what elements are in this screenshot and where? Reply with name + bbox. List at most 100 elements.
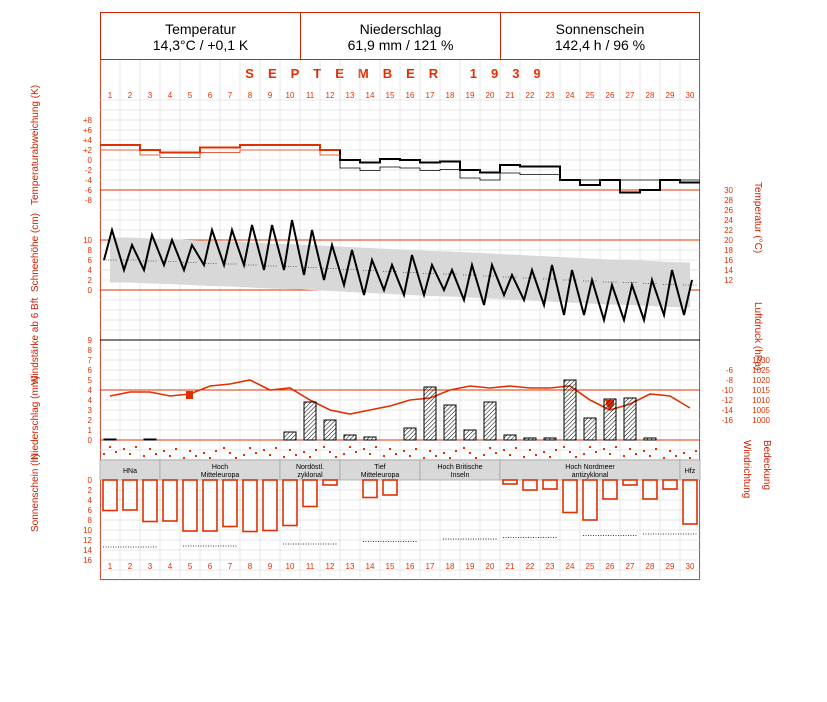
snow-tick: 2 bbox=[88, 276, 93, 285]
wind-dir-dot bbox=[223, 447, 225, 449]
day-label-top: 3 bbox=[148, 91, 153, 100]
wind-dir-dot bbox=[415, 448, 417, 450]
wind-dir-dot bbox=[323, 446, 325, 448]
day-label-top: 22 bbox=[526, 91, 535, 100]
wind-tick: 8 bbox=[88, 346, 93, 355]
day-label-top: 24 bbox=[566, 91, 575, 100]
day-label-bottom: 19 bbox=[466, 562, 475, 571]
day-label-top: 25 bbox=[586, 91, 595, 100]
sunshine-bar bbox=[242, 479, 258, 533]
sunshine-bar bbox=[162, 479, 178, 522]
day-label-top: 27 bbox=[626, 91, 635, 100]
temperature-tick: 24 bbox=[724, 216, 733, 225]
precipitation-bar bbox=[143, 438, 157, 441]
precipitation-bar bbox=[523, 437, 537, 441]
daily-temperature-line bbox=[103, 219, 693, 324]
day-label-bottom: 15 bbox=[386, 562, 395, 571]
precipitation-bar bbox=[103, 438, 117, 441]
precipitation-bar bbox=[543, 437, 557, 441]
wind-dir-dot bbox=[349, 446, 351, 448]
wind-dir-dot bbox=[483, 454, 485, 456]
precipitation-bar bbox=[283, 431, 297, 441]
wind-dir-dot bbox=[309, 456, 311, 458]
wind-tick: 9 bbox=[88, 336, 93, 345]
day-label-top: 6 bbox=[208, 91, 213, 100]
wind-dir-dot bbox=[289, 449, 291, 451]
header-precipitation-value: 61,9 mm / 121 % bbox=[347, 37, 454, 53]
sunshine-bar bbox=[562, 479, 578, 514]
day-label-bottom: 28 bbox=[646, 562, 655, 571]
day-label-bottom: 5 bbox=[188, 562, 193, 571]
temp-anomaly-tick: -4 bbox=[85, 176, 93, 185]
pressure-tick: 1030 bbox=[752, 356, 770, 365]
weather-type-label: Inseln bbox=[451, 472, 470, 479]
snow-tick: 6 bbox=[88, 256, 93, 265]
wind-dir-dot bbox=[269, 454, 271, 456]
month-title: SEPTEMBER 1939 bbox=[245, 66, 555, 81]
wind-dir-dot bbox=[389, 448, 391, 450]
wind-tick: 6 bbox=[88, 366, 93, 375]
sunshine-tick: 8 bbox=[88, 516, 93, 525]
wind-tick: 5 bbox=[88, 376, 93, 385]
day-label-bottom: 3 bbox=[148, 562, 153, 571]
wind-dir-dot bbox=[675, 455, 677, 457]
wind-dir-dot bbox=[103, 453, 105, 455]
day-label-top: 20 bbox=[486, 91, 495, 100]
wind-dir-dot bbox=[663, 457, 665, 459]
day-label-bottom: 25 bbox=[586, 562, 595, 571]
day-label-top: 11 bbox=[306, 91, 315, 100]
wind-dir-dot bbox=[143, 455, 145, 457]
precip-tick: 1 bbox=[88, 426, 93, 435]
pressure-tick: 1025 bbox=[752, 366, 770, 375]
day-label-top: 1 bbox=[108, 91, 113, 100]
sunshine-tick: 6 bbox=[88, 506, 93, 515]
wind-dir-dot bbox=[329, 451, 331, 453]
wind-dir-dot bbox=[275, 447, 277, 449]
header-temperature: Temperatur 14,3°C / +0,1 K bbox=[100, 12, 301, 60]
precipitation-bar bbox=[403, 427, 417, 441]
wind-dir-dot bbox=[555, 449, 557, 451]
wind-dir-dot bbox=[395, 453, 397, 455]
wind-dir-dot bbox=[569, 451, 571, 453]
wind-dir-dot bbox=[409, 455, 411, 457]
pressure-tick: 1020 bbox=[752, 376, 770, 385]
day-label-bottom: 27 bbox=[626, 562, 635, 571]
wind-dir-dot bbox=[343, 453, 345, 455]
wind-dir-dot bbox=[303, 451, 305, 453]
day-label-top: 26 bbox=[606, 91, 615, 100]
day-label-bottom: 20 bbox=[486, 562, 495, 571]
temperature-tick: 20 bbox=[724, 236, 733, 245]
wind-dir-dot bbox=[623, 455, 625, 457]
weather-type-label: zyklonal bbox=[297, 472, 323, 479]
day-label-bottom: 6 bbox=[208, 562, 213, 571]
wind-dir-dot bbox=[203, 452, 205, 454]
day-label-bottom: 1 bbox=[108, 562, 113, 571]
pressure-tick: 1000 bbox=[752, 416, 770, 425]
sunshine-tick: 4 bbox=[88, 496, 93, 505]
temp-anomaly-tick: +4 bbox=[83, 136, 93, 145]
wind-dir-dot bbox=[615, 446, 617, 448]
wind-dir-dot bbox=[455, 450, 457, 452]
day-label-top: 14 bbox=[366, 91, 375, 100]
wind-dir-dot bbox=[515, 447, 517, 449]
day-label-top: 7 bbox=[228, 91, 233, 100]
temp-anomaly-tick: -8 bbox=[85, 196, 93, 205]
temperature-tick: 14 bbox=[724, 266, 733, 275]
wind-dir-dot bbox=[129, 453, 131, 455]
day-label-top: 23 bbox=[546, 91, 555, 100]
wind-dir-dot bbox=[449, 457, 451, 459]
wind-dir-dot bbox=[243, 454, 245, 456]
sunshine-bar bbox=[522, 479, 538, 491]
temp-anomaly-tick: -2 bbox=[85, 166, 93, 175]
wind-dir-dot bbox=[529, 449, 531, 451]
sunshine-bar bbox=[262, 479, 278, 532]
day-label-top: 17 bbox=[426, 91, 435, 100]
sunshine-tick: 14 bbox=[83, 546, 92, 555]
temp-neg-tick: -10 bbox=[721, 386, 733, 395]
day-label-bottom: 26 bbox=[606, 562, 615, 571]
precip-tick: 4 bbox=[88, 396, 93, 405]
day-label-bottom: 22 bbox=[526, 562, 535, 571]
wind-dir-dot bbox=[695, 450, 697, 452]
wind-dir-dot bbox=[583, 453, 585, 455]
wind-dir-dot bbox=[183, 457, 185, 459]
